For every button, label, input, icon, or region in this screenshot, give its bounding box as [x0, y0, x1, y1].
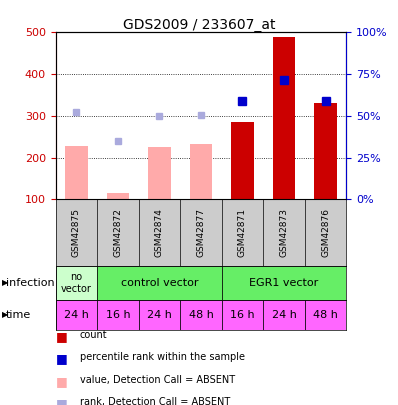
- Text: no
vector: no vector: [61, 272, 92, 294]
- Text: rank, Detection Call = ABSENT: rank, Detection Call = ABSENT: [80, 397, 230, 405]
- Text: 24 h: 24 h: [271, 310, 297, 320]
- Text: count: count: [80, 330, 107, 340]
- Bar: [189, 144, 213, 199]
- Bar: [305, 300, 346, 330]
- Text: GDS2009 / 233607_at: GDS2009 / 233607_at: [123, 18, 275, 32]
- Bar: [273, 36, 295, 199]
- Text: GSM42873: GSM42873: [279, 208, 289, 257]
- Bar: [97, 300, 139, 330]
- Bar: [231, 122, 254, 199]
- Bar: [263, 300, 305, 330]
- Bar: [222, 300, 263, 330]
- Text: ▶: ▶: [2, 310, 8, 319]
- Bar: [314, 103, 337, 199]
- Bar: [97, 266, 222, 300]
- Text: time: time: [6, 310, 31, 320]
- Text: 24 h: 24 h: [64, 310, 89, 320]
- Text: 16 h: 16 h: [230, 310, 255, 320]
- Bar: [56, 266, 97, 300]
- Text: ▶: ▶: [2, 278, 8, 287]
- Bar: [222, 266, 346, 300]
- Text: GSM42872: GSM42872: [113, 208, 123, 257]
- Bar: [107, 193, 129, 199]
- Text: ■: ■: [56, 352, 68, 365]
- Text: 24 h: 24 h: [147, 310, 172, 320]
- Text: infection: infection: [6, 278, 55, 288]
- Text: ■: ■: [56, 397, 68, 405]
- Text: 48 h: 48 h: [189, 310, 213, 320]
- Text: GSM42877: GSM42877: [197, 208, 205, 257]
- Bar: [65, 146, 88, 199]
- Text: EGR1 vector: EGR1 vector: [250, 278, 319, 288]
- Text: percentile rank within the sample: percentile rank within the sample: [80, 352, 245, 362]
- Bar: [56, 300, 97, 330]
- Text: GSM42874: GSM42874: [155, 208, 164, 257]
- Text: ■: ■: [56, 375, 68, 388]
- Text: GSM42875: GSM42875: [72, 208, 81, 257]
- Text: GSM42876: GSM42876: [321, 208, 330, 257]
- Bar: [148, 147, 171, 199]
- Text: ■: ■: [56, 330, 68, 343]
- Text: 48 h: 48 h: [313, 310, 338, 320]
- Bar: [180, 300, 222, 330]
- Text: 16 h: 16 h: [105, 310, 130, 320]
- Bar: [139, 300, 180, 330]
- Text: GSM42871: GSM42871: [238, 208, 247, 257]
- Text: value, Detection Call = ABSENT: value, Detection Call = ABSENT: [80, 375, 235, 385]
- Text: control vector: control vector: [121, 278, 198, 288]
